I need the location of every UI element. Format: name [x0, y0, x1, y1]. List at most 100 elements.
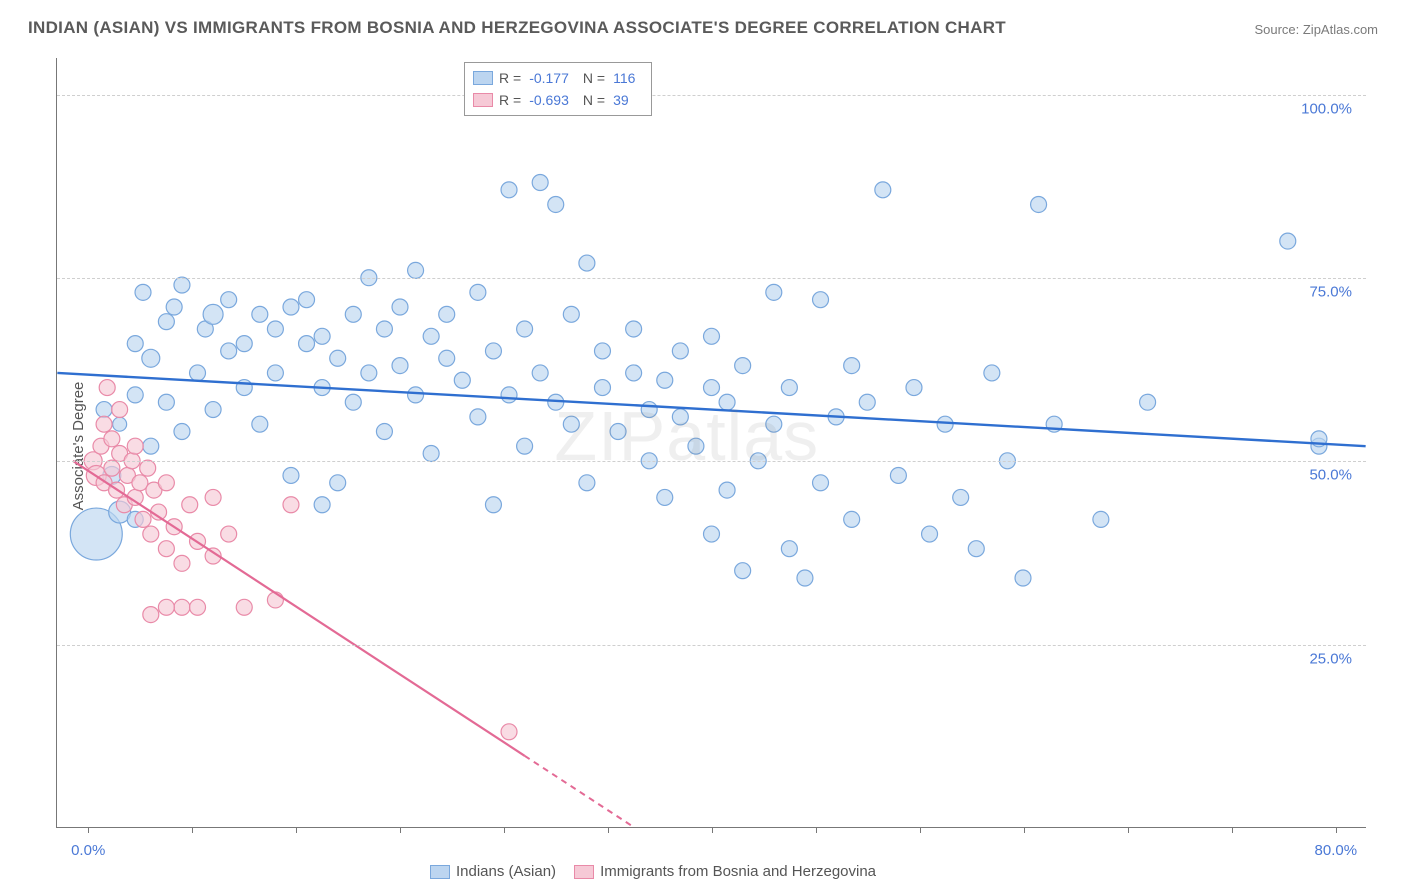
data-point — [174, 555, 190, 571]
data-point — [563, 306, 579, 322]
x-tick-mark — [400, 827, 401, 833]
y-tick-label: 100.0% — [1301, 100, 1352, 117]
data-point — [844, 511, 860, 527]
x-tick-mark — [1336, 827, 1337, 833]
legend-swatch — [574, 865, 594, 879]
legend-swatch — [473, 93, 493, 107]
x-tick-mark — [608, 827, 609, 833]
data-point — [252, 306, 268, 322]
legend-swatch — [430, 865, 450, 879]
data-point — [501, 387, 517, 403]
legend-n-value: 39 — [613, 92, 629, 108]
data-point — [688, 438, 704, 454]
data-point — [252, 416, 268, 432]
data-point — [104, 431, 120, 447]
data-point — [392, 358, 408, 374]
data-point — [563, 416, 579, 432]
data-point — [704, 526, 720, 542]
x-tick-mark — [1024, 827, 1025, 833]
data-point — [135, 284, 151, 300]
data-point — [672, 409, 688, 425]
data-point — [1140, 394, 1156, 410]
legend-r-value: -0.177 — [529, 70, 569, 86]
data-point — [112, 402, 128, 418]
data-point — [797, 570, 813, 586]
data-point — [548, 196, 564, 212]
legend-row: R =-0.177N =116 — [473, 67, 643, 89]
data-point — [174, 277, 190, 293]
data-point — [205, 489, 221, 505]
data-point — [267, 321, 283, 337]
data-point — [408, 387, 424, 403]
data-point — [127, 387, 143, 403]
data-point — [532, 365, 548, 381]
x-tick-mark — [816, 827, 817, 833]
data-point — [330, 350, 346, 366]
data-point — [626, 365, 642, 381]
x-tick-mark — [504, 827, 505, 833]
data-point — [314, 497, 330, 513]
legend-n-value: 116 — [613, 70, 635, 86]
x-tick-mark — [296, 827, 297, 833]
gridline-h — [57, 278, 1366, 279]
data-point — [704, 380, 720, 396]
data-point — [781, 380, 797, 396]
data-point — [1031, 196, 1047, 212]
legend-r-label: R = — [499, 92, 521, 108]
gridline-h — [57, 95, 1366, 96]
data-point — [299, 336, 315, 352]
data-point — [283, 467, 299, 483]
legend-n-label: N = — [583, 92, 605, 108]
data-point — [127, 438, 143, 454]
data-point — [423, 328, 439, 344]
legend-series-label: Indians (Asian) — [456, 863, 556, 880]
data-point — [345, 306, 361, 322]
data-point — [1093, 511, 1109, 527]
legend-series-label: Immigrants from Bosnia and Herzegovina — [600, 863, 876, 880]
data-point — [641, 402, 657, 418]
data-point — [104, 460, 120, 476]
data-point — [781, 541, 797, 557]
data-point — [813, 292, 829, 308]
data-point — [610, 424, 626, 440]
data-point — [96, 402, 112, 418]
data-point — [968, 541, 984, 557]
data-point — [719, 482, 735, 498]
data-point — [267, 365, 283, 381]
data-point — [140, 460, 156, 476]
legend-item: Indians (Asian) — [430, 863, 556, 880]
data-point — [314, 328, 330, 344]
correlation-legend: R =-0.177N =116R =-0.693N =39 — [464, 62, 652, 116]
data-point — [143, 607, 159, 623]
chart-title: INDIAN (ASIAN) VS IMMIGRANTS FROM BOSNIA… — [28, 18, 1006, 38]
x-tick-label: 80.0% — [1315, 842, 1358, 859]
data-point — [517, 321, 533, 337]
data-point — [439, 306, 455, 322]
data-point — [626, 321, 642, 337]
data-point — [330, 475, 346, 491]
data-point — [766, 284, 782, 300]
x-tick-mark — [712, 827, 713, 833]
data-point — [158, 314, 174, 330]
data-point — [132, 475, 148, 491]
data-point — [657, 489, 673, 505]
y-tick-label: 25.0% — [1309, 650, 1352, 667]
data-point — [99, 380, 115, 396]
data-point — [113, 417, 127, 431]
gridline-h — [57, 645, 1366, 646]
data-point — [984, 365, 1000, 381]
data-point — [875, 182, 891, 198]
data-point — [361, 365, 377, 381]
data-point — [283, 299, 299, 315]
data-point — [158, 541, 174, 557]
data-point — [158, 475, 174, 491]
data-point — [236, 336, 252, 352]
data-point — [376, 424, 392, 440]
data-point — [203, 304, 223, 324]
data-point — [485, 497, 501, 513]
legend-item: Immigrants from Bosnia and Herzegovina — [574, 863, 876, 880]
data-point — [236, 599, 252, 615]
data-point — [470, 409, 486, 425]
chart-plot-area: ZIPatlas 25.0%50.0%75.0%100.0%0.0%80.0% — [56, 58, 1366, 828]
data-point — [135, 511, 151, 527]
